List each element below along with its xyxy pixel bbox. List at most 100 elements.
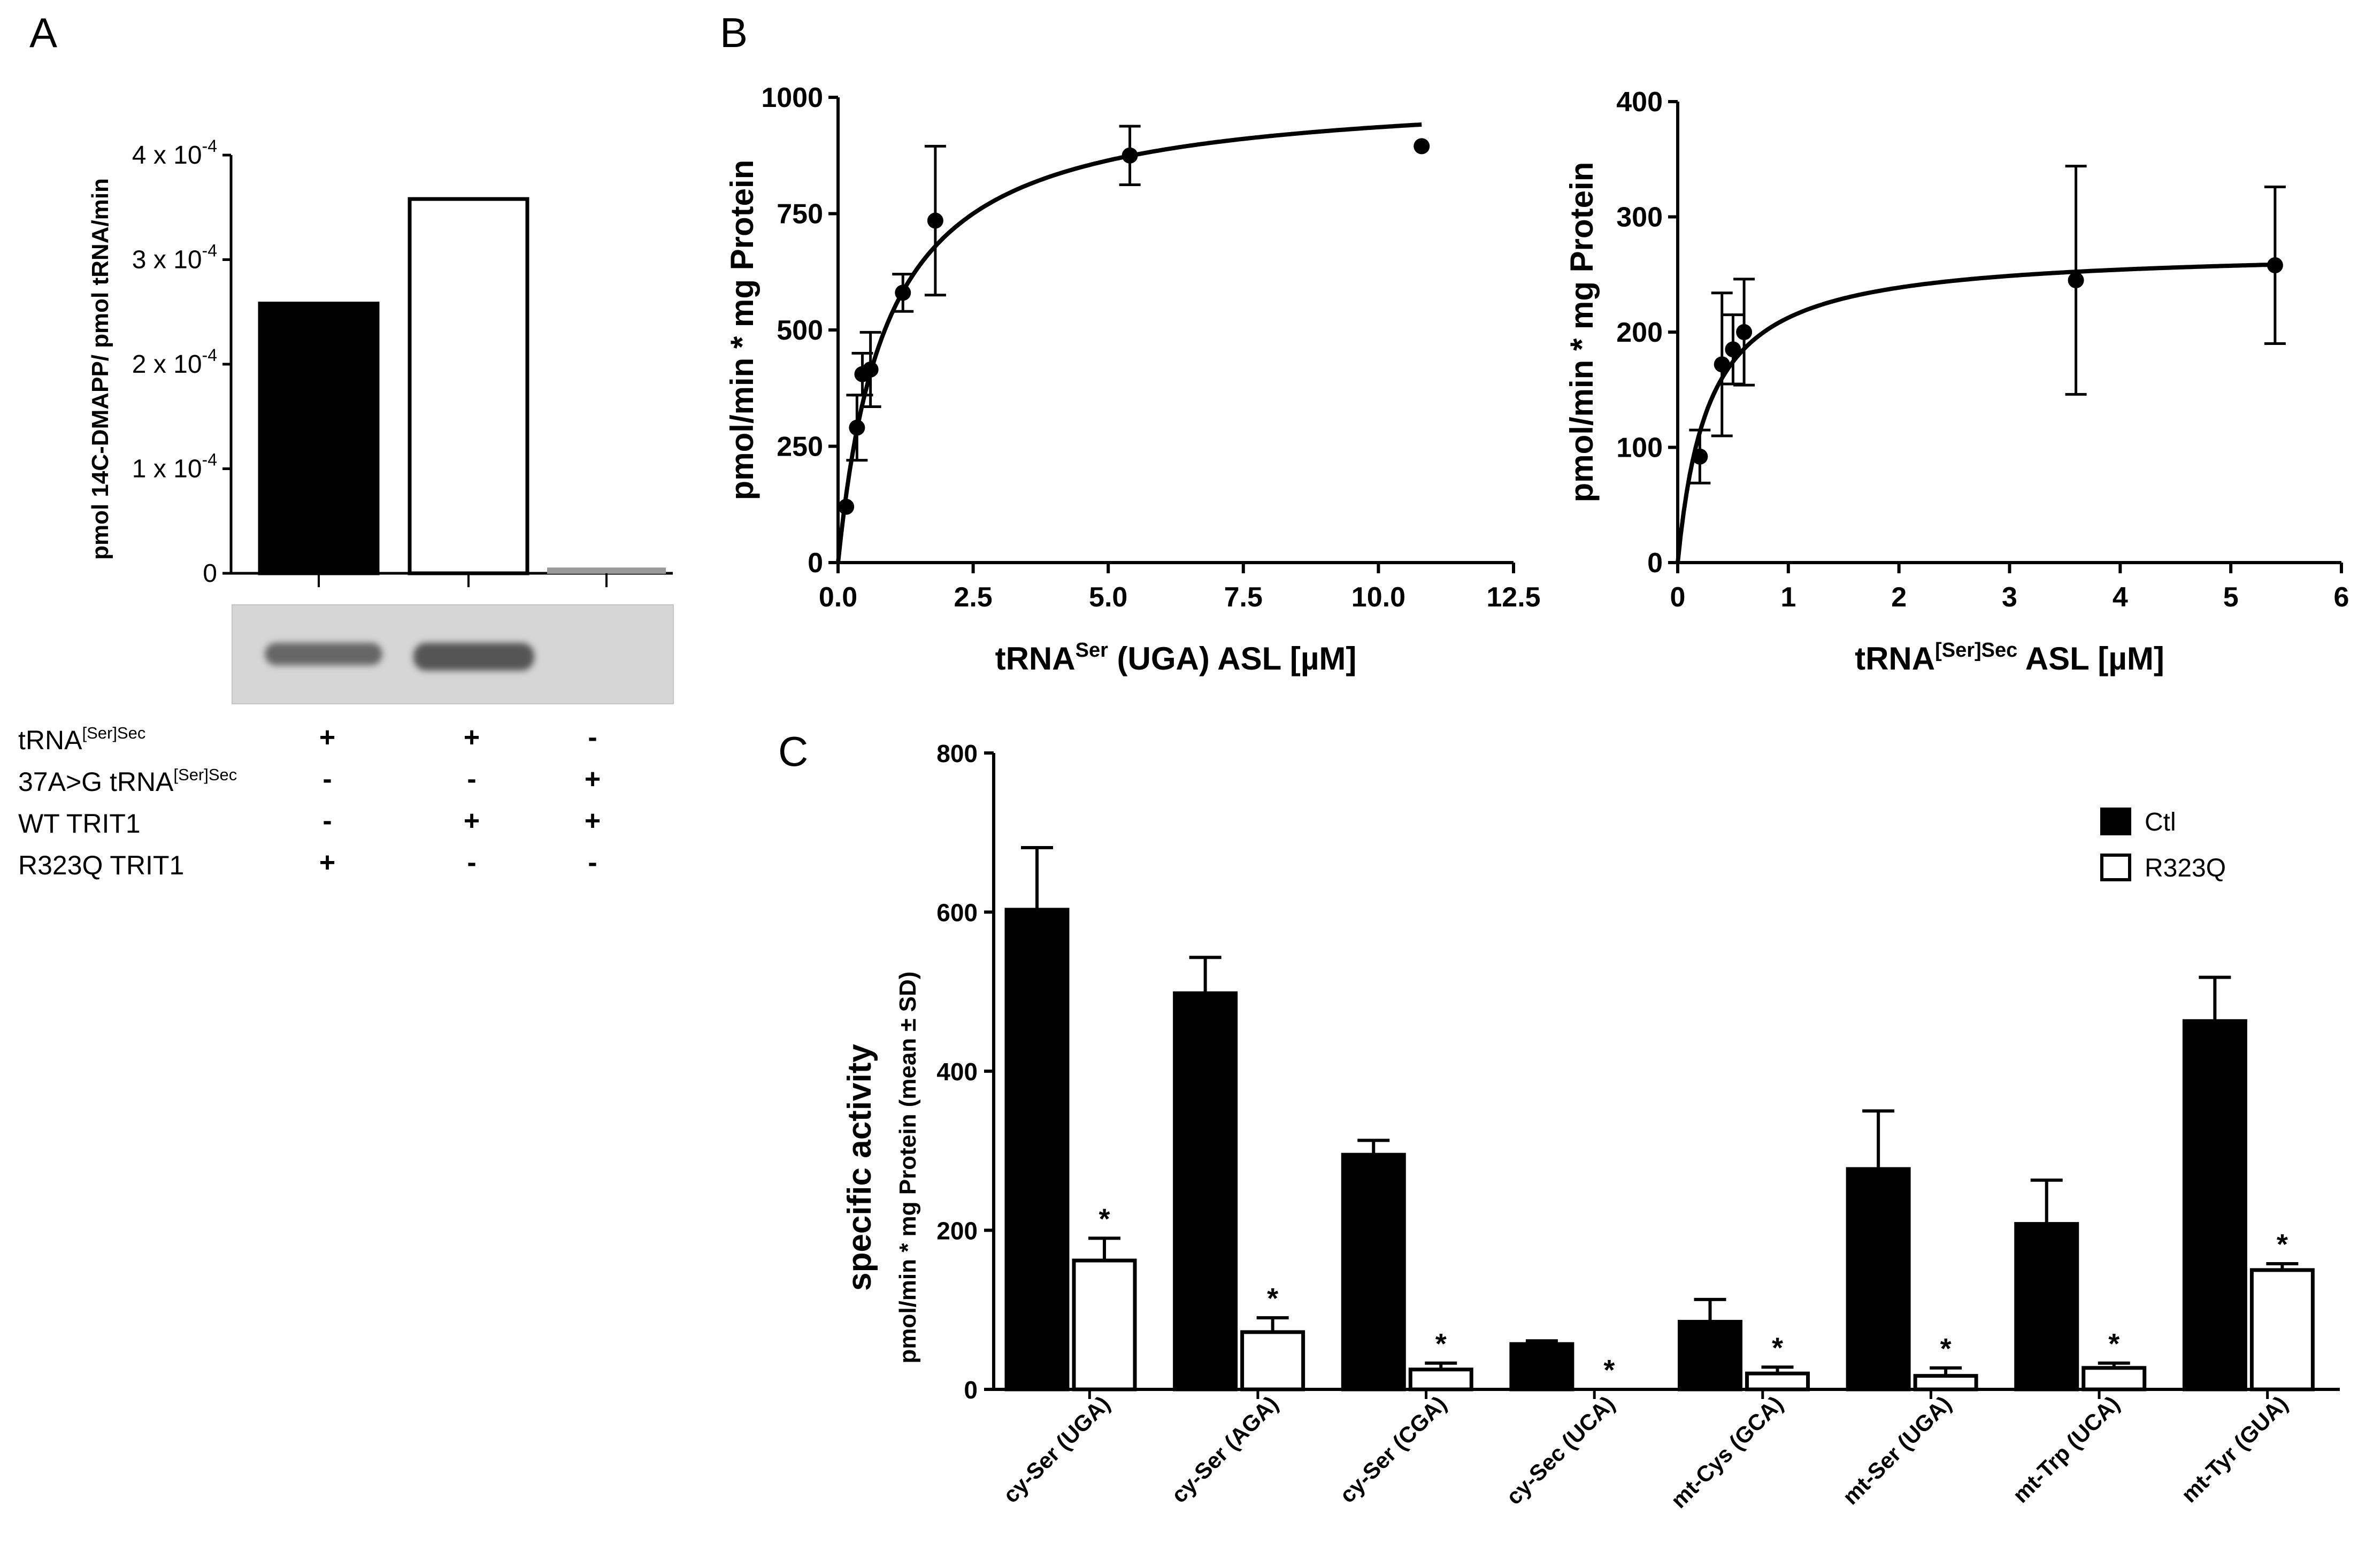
y-tick-label: 0 [808, 548, 823, 579]
data-point [849, 419, 865, 436]
y-axis-label: pmol/min * mg Protein [724, 160, 760, 501]
gel-row-label: 37A>G tRNA[Ser]Sec [18, 765, 237, 797]
gel-row-label: R323Q TRIT1 [18, 850, 185, 880]
x-tick-label: cy-Ser (CGA) [1335, 1391, 1451, 1508]
bar-r323q [1745, 1371, 1810, 1392]
x-tick-label: cy-Ser (AGA) [1166, 1391, 1283, 1508]
gel-sign: + [463, 722, 480, 753]
gel-sign: + [584, 764, 601, 795]
data-point [2267, 257, 2283, 274]
data-point [1714, 356, 1730, 373]
y-tick-label: 4 x 10-4 [132, 136, 217, 170]
significance-mark: * [1772, 1332, 1783, 1364]
bar [258, 302, 380, 575]
bar-ctl [1678, 1320, 1742, 1392]
bar [408, 197, 529, 575]
x-tick-label: 12.5 [1486, 582, 1540, 613]
fit-curve [1676, 262, 2276, 563]
y-tick-label: 0 [203, 559, 217, 588]
y-tick-label: 3 x 10-4 [132, 241, 217, 274]
x-tick-label: mt-Trp (UCA) [2008, 1391, 2124, 1508]
x-tick-label: 2 [1891, 582, 1907, 613]
data-point [1122, 147, 1138, 164]
x-tick-label: mt-Cys (GCA) [1666, 1391, 1788, 1513]
y-tick-label: 400 [1616, 87, 1663, 118]
y-tick-label: 500 [777, 315, 823, 346]
bar-r323q [1408, 1367, 1473, 1392]
data-point [1725, 341, 1741, 358]
bar-r323q [2249, 1268, 2315, 1392]
bar-r323q [1913, 1374, 1978, 1392]
gel-image [232, 604, 674, 704]
x-tick-label: 3 [2002, 582, 2017, 613]
bar-ctl [2182, 1019, 2247, 1392]
data-point [838, 498, 855, 515]
gel-sign: - [588, 722, 597, 753]
bar-ctl [1004, 908, 1070, 1392]
data-point [927, 212, 943, 229]
gel-sign: - [467, 764, 477, 795]
x-tick-label: 6 [2334, 582, 2349, 613]
y-tick-label: 600 [936, 899, 978, 927]
legend-swatch [2100, 808, 2131, 835]
gel-sign: - [588, 847, 597, 878]
x-tick-label: 0.0 [819, 582, 857, 613]
gel-row: 37A>G tRNA[Ser]Sec - - + [18, 764, 660, 800]
significance-mark: * [1267, 1282, 1278, 1315]
x-tick-label: cy-Sec (UCA) [1501, 1391, 1619, 1509]
data-point [1692, 448, 1708, 465]
x-tick-label: 0 [1670, 582, 1686, 613]
data-point [2068, 272, 2084, 289]
y-tick-label: 250 [777, 432, 823, 463]
significance-mark: * [2108, 1328, 2119, 1360]
bar-r323q [2082, 1366, 2147, 1392]
y-tick-label: 0 [964, 1376, 978, 1404]
data-point [895, 285, 911, 301]
x-tick-label: 4 [2113, 582, 2128, 613]
data-point [1414, 138, 1430, 155]
gel-sign: + [319, 722, 336, 753]
gel-row: WT TRIT1 - + + [18, 805, 660, 841]
bar-ctl [1173, 991, 1238, 1392]
fit-curve [836, 122, 1422, 563]
bar-r323q [1240, 1330, 1305, 1392]
gel-sign: - [467, 847, 477, 878]
y-tick-label: 1 x 10-4 [132, 450, 217, 483]
gel-sign: + [319, 847, 336, 878]
panel-label-b: B [720, 9, 748, 56]
y-tick-label: 2 x 10-4 [132, 345, 217, 379]
x-tick-label: 2.5 [954, 582, 992, 613]
y-tick-label: 100 [1616, 433, 1663, 464]
gel-row: R323Q TRIT1 + - - [18, 847, 660, 883]
x-axis-label: tRNASer (UGA) ASL [µM] [995, 639, 1357, 677]
gel-sign: - [322, 764, 332, 795]
data-point [862, 361, 879, 378]
x-tick-label: mt-Tyr (GUA) [2176, 1391, 2292, 1507]
chart-c-specific-activity: 0 200 400 600 800 * cy-Ser (UGA) * cy-Ser (AGA) *… [841, 740, 2340, 1513]
y-tick-label: 0 [1647, 548, 1663, 579]
y-axis-label: specific activity [841, 1044, 878, 1291]
legend-swatch [2100, 854, 2131, 881]
x-tick-label: cy-Ser (UGA) [998, 1391, 1115, 1508]
x-tick-label: 5 [2223, 582, 2239, 613]
legend-label: Ctl [2145, 808, 2176, 836]
chart-b-left-kinetics: 0 250 500 750 1000 0.0 2.5 5.0 7.5 10.0 12.5 tRNASe… [724, 82, 1541, 677]
x-axis-label: tRNA[Ser]Sec ASL [µM] [1855, 639, 2164, 677]
bar-r323q [1072, 1258, 1137, 1392]
x-tick-label: 5.0 [1089, 582, 1127, 613]
gel-row-label: tRNA[Ser]Sec [18, 724, 146, 755]
x-tick-label: 10.0 [1351, 582, 1405, 613]
gel-sign: + [584, 805, 601, 836]
y-axis-sublabel: pmol/min * mg Protein (mean ± SD) [895, 971, 921, 1363]
bar-ctl [1341, 1152, 1406, 1392]
y-tick-label: 200 [1616, 317, 1663, 348]
y-axis-label: pmol/min * mg Protein [1564, 162, 1600, 503]
significance-mark: * [1940, 1333, 1952, 1365]
y-tick-label: 750 [777, 199, 823, 230]
significance-mark: * [1435, 1328, 1447, 1360]
x-tick-label: 7.5 [1224, 582, 1263, 613]
gel-row-label: WT TRIT1 [18, 809, 141, 839]
y-tick-label: 200 [936, 1217, 978, 1245]
bar [547, 567, 666, 574]
